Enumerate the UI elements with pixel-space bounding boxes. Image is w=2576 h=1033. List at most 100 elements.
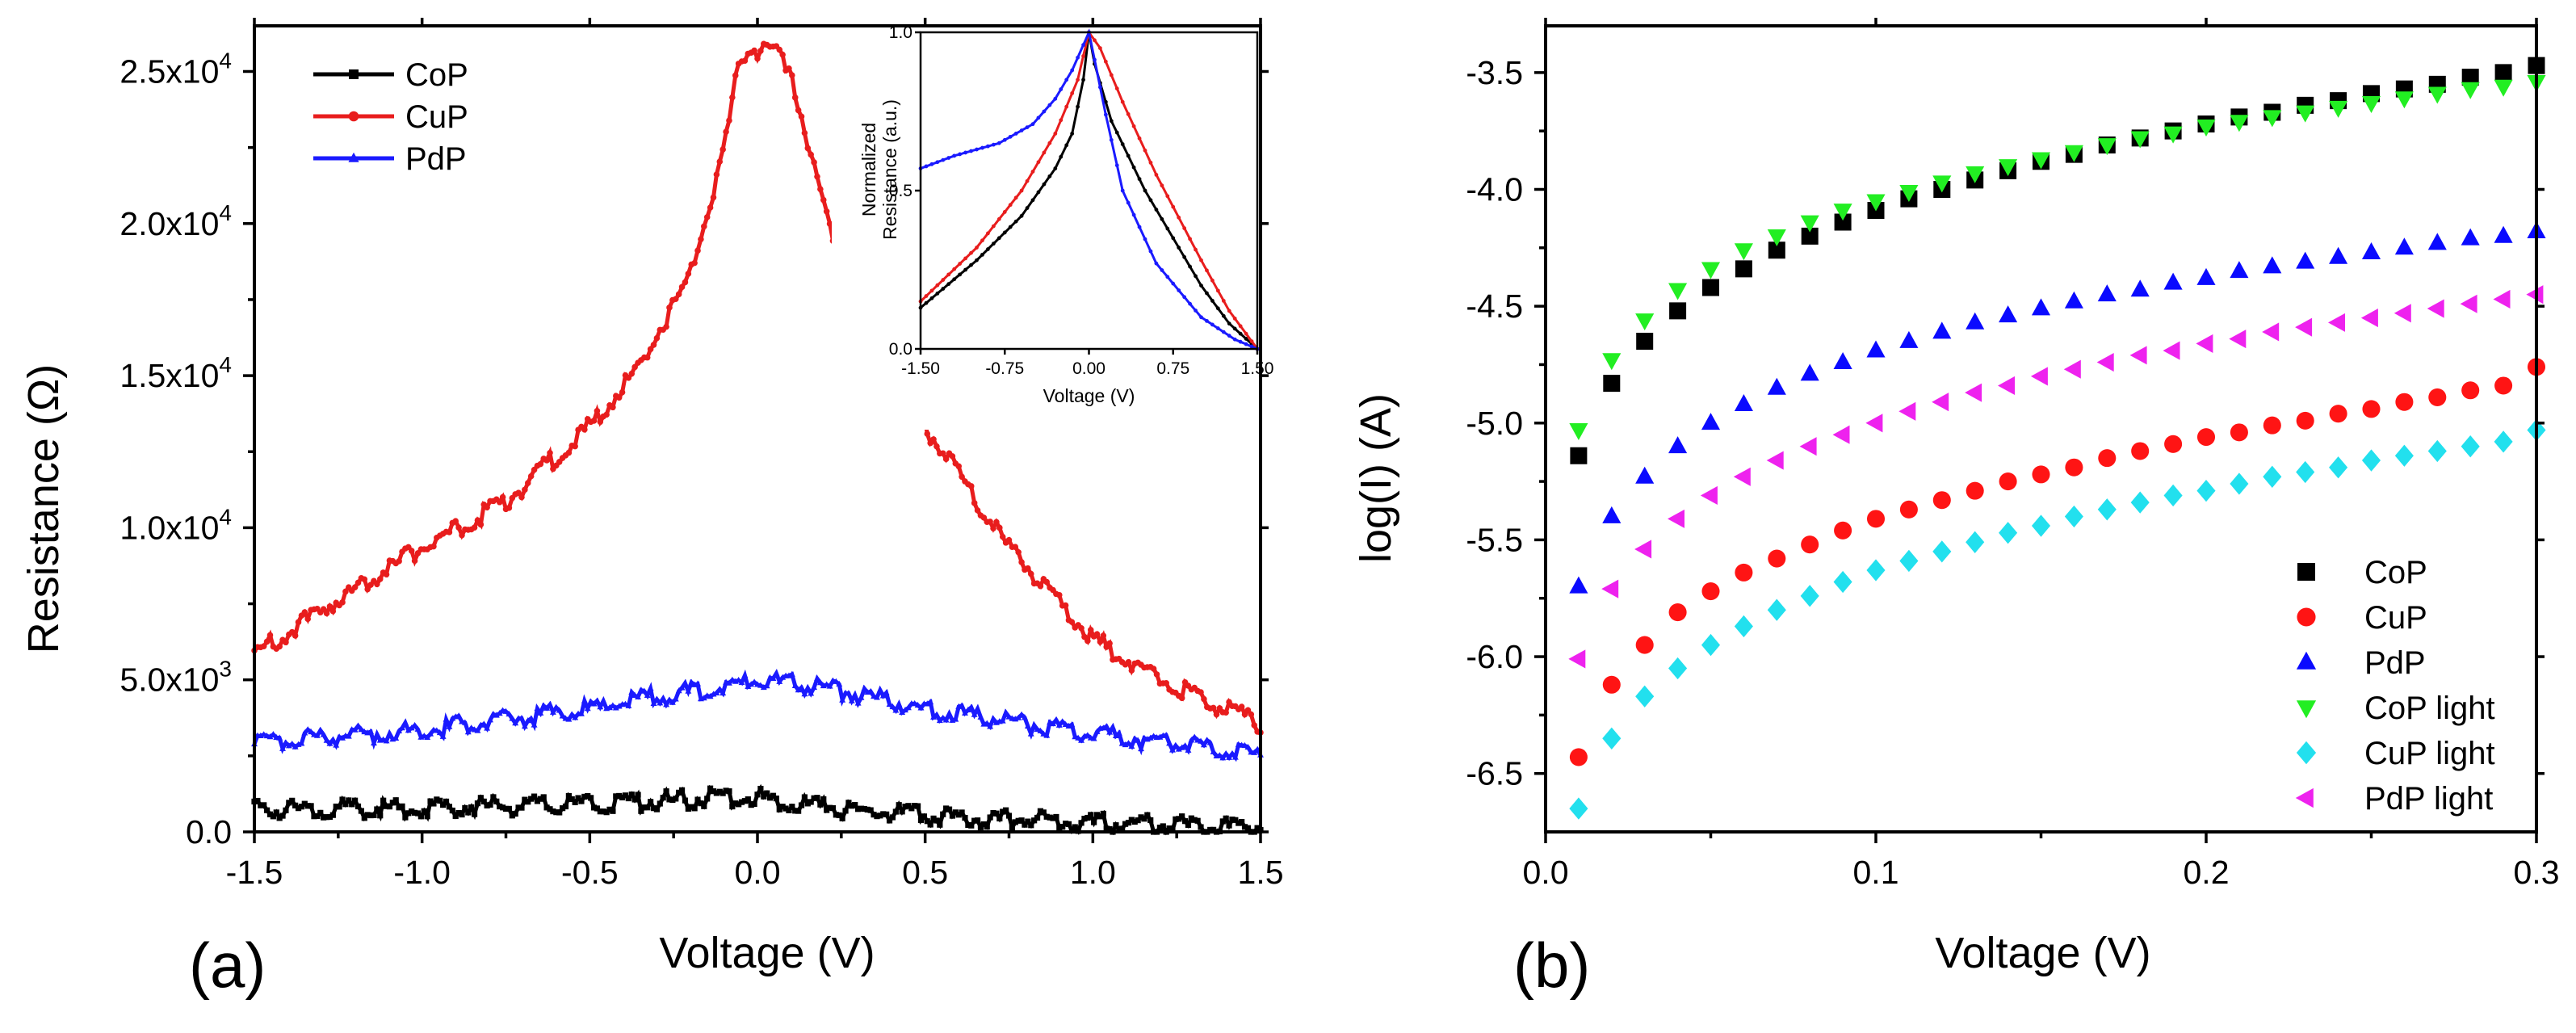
- panel-a-cup-point: [959, 473, 965, 481]
- panel-a-cup-point: [823, 208, 830, 215]
- panel-b-cup-light-point: [2130, 491, 2150, 514]
- panel-b-cup-light-point: [2361, 449, 2381, 472]
- inset-y-axis-title-line1: Normalized: [858, 123, 879, 216]
- panel-b-cup-light-point: [1932, 540, 1952, 563]
- panel-a-cup-point: [795, 107, 802, 114]
- panel-a-pdp-point: [814, 674, 820, 682]
- panel-a-cop-point: [371, 812, 377, 818]
- panel-a-pdp-point: [509, 715, 516, 721]
- panel-a-pdp-point: [518, 715, 525, 721]
- panel-a-cup-point: [484, 504, 490, 510]
- panel-a-cop-point: [512, 810, 518, 817]
- panel-b-cup-point: [2329, 405, 2347, 423]
- panel-a-cop-point: [308, 803, 314, 809]
- panel-b-pdp-point: [2097, 284, 2117, 302]
- panel-a-cop-point: [562, 803, 569, 810]
- panel-a-pdp-point: [779, 674, 787, 680]
- panel-a-pdp-point: [396, 727, 403, 734]
- panel-a-cup-point: [791, 94, 799, 101]
- panel-b-cup-point: [1602, 675, 1621, 694]
- panel-a-x-tick-label: -0.5: [561, 854, 619, 891]
- panel-b-cop-light-point: [1767, 229, 1786, 246]
- panel-b-pdp-point: [1866, 340, 1886, 358]
- panel-b-cop-light-point: [2031, 152, 2051, 170]
- panel-a-cup-point: [452, 518, 459, 524]
- panel-a-cop-point: [644, 804, 651, 811]
- panel-b-pdp-point: [2296, 251, 2315, 269]
- panel-a-cop-point: [336, 804, 342, 810]
- panel-a-cop-point: [443, 798, 450, 805]
- panel-a-pdp-point: [464, 728, 472, 735]
- panel-a-cup-point: [732, 72, 739, 79]
- panel-a-cup-point: [619, 388, 626, 396]
- panel-a-cup-point: [597, 418, 604, 426]
- panel-a-cup-point: [694, 247, 701, 254]
- panel-b-cup-point: [2065, 458, 2083, 477]
- panel-b-cup-light-point: [1767, 598, 1786, 621]
- panel-a-pdp-point: [839, 696, 846, 703]
- panel-a-cup-point: [826, 220, 833, 227]
- panel-b-cop-light-point: [1569, 423, 1588, 441]
- panel-a-cup-point: [474, 517, 481, 523]
- legend-cop-light-swatch: [2296, 700, 2317, 719]
- panel-b-cup-point: [1569, 748, 1588, 766]
- panel-a-cup-point: [933, 443, 940, 450]
- panel-a-label: (a): [189, 930, 266, 1001]
- legend-pdp-swatch: [2296, 651, 2317, 670]
- panel-a-x-tick-label: -1.5: [226, 854, 283, 891]
- panel-a-cop-point: [1113, 822, 1119, 829]
- panel-a-cup-point: [471, 524, 478, 531]
- panel-a-cup-point: [524, 480, 531, 486]
- panel-a-cup-point: [650, 342, 657, 348]
- panel-b-cop-point: [1636, 333, 1654, 351]
- panel-a-cop-point: [814, 795, 820, 801]
- panel-a-cup-point: [455, 524, 462, 531]
- panel-b-cop-light-point: [2427, 86, 2447, 104]
- panel-b-pdp-light-point: [2328, 313, 2345, 332]
- panel-a-pdp-point: [640, 687, 648, 694]
- panel-a-pdp-point: [301, 729, 308, 736]
- panel-a-cop-point: [317, 809, 324, 816]
- panel-a-cop-point: [1147, 817, 1154, 824]
- panel-b-series-pdp: [1569, 220, 2546, 594]
- panel-a-cop-point: [896, 802, 902, 808]
- panel-a-cup-point: [320, 606, 327, 612]
- panel-a-cup-point: [527, 472, 535, 480]
- panel-b-pdp-point: [2361, 241, 2381, 259]
- panel-a-y-tick-label: 2.5x104: [120, 48, 232, 90]
- inset-y-tick-label: 0.5: [889, 182, 913, 200]
- panel-a-pdp-point: [449, 715, 456, 721]
- panel-a-cup-point: [993, 519, 1000, 526]
- panel-a-pdp-point: [594, 697, 601, 703]
- panel-a-cop-point: [691, 805, 698, 812]
- panel-a-pdp-point: [716, 686, 724, 692]
- panel-b-cop-light-point: [2263, 110, 2282, 128]
- panel-a-cop-point: [531, 793, 538, 800]
- panel-a-pdp-point: [427, 730, 434, 737]
- panel-a-cup-point: [1068, 619, 1076, 625]
- panel-a-cup-point: [678, 283, 686, 291]
- panel-a-cup-point: [713, 171, 720, 178]
- panel-a-cup-point: [1244, 707, 1252, 714]
- panel-a-pdp-point: [808, 690, 815, 696]
- panel-b-cup-point: [2263, 416, 2281, 435]
- panel-b-pdp-point: [2494, 225, 2513, 243]
- panel-a-pdp-point: [741, 672, 749, 678]
- panel-a-pdp-point: [540, 702, 548, 708]
- panel-a-pdp-point: [433, 727, 440, 733]
- panel-a-pdp-point: [707, 693, 714, 699]
- panel-a-cup-point: [364, 586, 371, 593]
- panel-b-cup-point: [1866, 510, 1886, 528]
- panel-b-cup-point: [2230, 423, 2248, 442]
- panel-a-cup-point: [522, 486, 528, 493]
- panel-a-pdp-point: [612, 704, 619, 711]
- panel-a-cup-point: [1198, 689, 1204, 695]
- panel-b-cup-point: [2098, 449, 2117, 468]
- panel-a-pdp-point: [1131, 735, 1139, 741]
- panel-a-pdp-point: [748, 681, 755, 687]
- panel-a-cup-point: [729, 94, 736, 101]
- panel-a-cop-point: [914, 803, 921, 809]
- panel-a-pdp-point: [436, 729, 443, 736]
- panel-b-pdp-point: [2394, 237, 2414, 255]
- panel-a-pdp-point: [625, 702, 632, 708]
